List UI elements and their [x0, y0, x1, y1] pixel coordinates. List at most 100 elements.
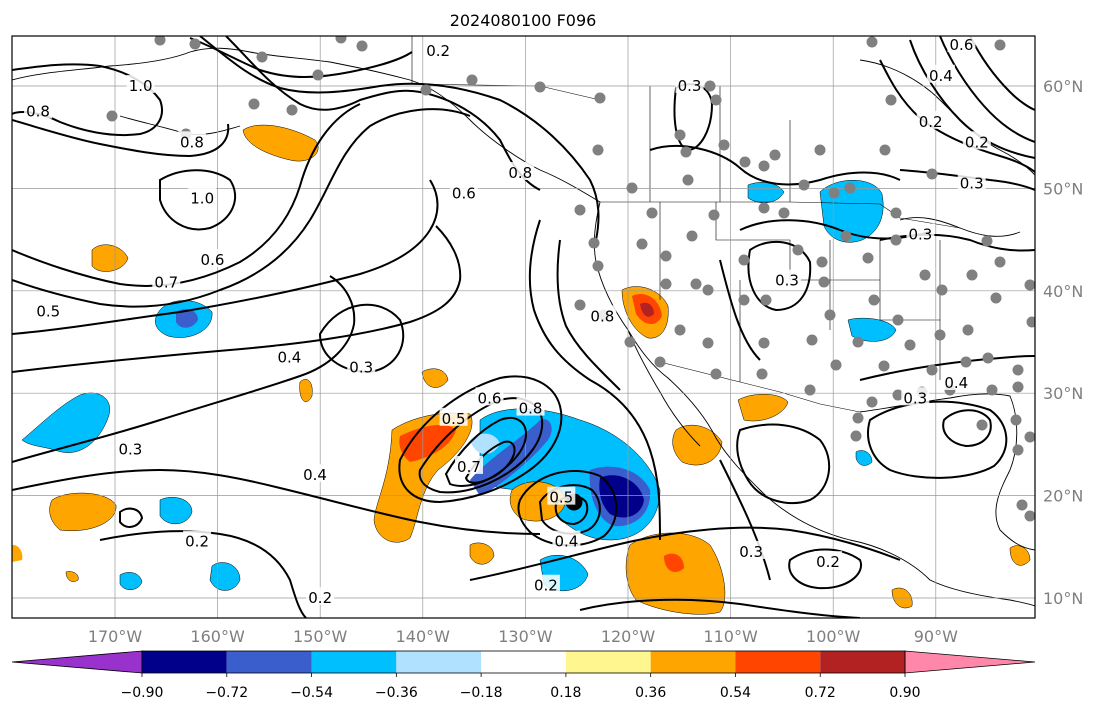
contour-label-bg: [906, 223, 935, 242]
colorbar-segment: [735, 651, 821, 673]
contour-label: 0.2: [965, 133, 989, 151]
contour-label-bg: [737, 540, 766, 559]
contour-hudson-2: [909, 39, 1035, 159]
contour-label-bg: [116, 438, 145, 457]
colorbar-tick-label: −0.36: [375, 685, 418, 701]
contour-label: 0.4: [555, 533, 579, 551]
contour-label: 0.3: [678, 77, 702, 95]
contour-label-bg: [301, 464, 330, 483]
shade-orange-1: [299, 379, 313, 402]
contour-label: 0.4: [929, 67, 953, 85]
latitude-label: 50°N: [1043, 179, 1083, 198]
coastline-baja: [627, 329, 701, 447]
contour-hudson-4: [969, 36, 1035, 111]
map-title: 2024080100 F096: [450, 11, 597, 30]
contour-trough-2: [418, 397, 544, 494]
contour-pacific-5: [12, 275, 356, 463]
contour-label: 0.2: [185, 533, 209, 551]
contour-label-bg: [152, 271, 181, 290]
contour-rockies-2: [649, 145, 901, 186]
border-us-canada: [600, 201, 961, 229]
latitude-label: 60°N: [1043, 77, 1083, 96]
contour-pacific-2: [12, 108, 471, 308]
contour-low-ring-1: [517, 469, 618, 547]
coastline-gulf: [859, 393, 1035, 551]
contour-north-america-2: [556, 239, 621, 391]
contour-label-bg: [814, 551, 843, 570]
latitude-label: 30°N: [1043, 384, 1083, 403]
contour-label: 0.3: [349, 359, 373, 377]
colorbar-segment: [142, 651, 227, 673]
contour-label-bg: [177, 131, 206, 150]
contour-label-bg: [962, 131, 991, 150]
contour-label: 0.6: [201, 251, 225, 269]
contour-label: 0.3: [775, 272, 799, 290]
colorbar-tick-label: 0.72: [805, 685, 836, 701]
shade-gulf-blue: [855, 450, 873, 466]
border-state-2: [715, 202, 791, 280]
colorbar-segment: [396, 651, 482, 673]
contour-east-3: [899, 169, 1035, 191]
contour-label: 0.2: [919, 113, 943, 131]
contour-pacific-6: [12, 468, 541, 535]
colorbar-segment: [820, 651, 905, 673]
colorbar-tick-label: 0.90: [889, 685, 920, 701]
colorbar-segment: [311, 651, 397, 673]
longitude-label: 150°W: [293, 627, 348, 646]
contour-label-bg: [675, 75, 704, 93]
contour-label-bg: [424, 40, 453, 59]
shade-mexico-orange: [672, 424, 723, 466]
contour-label-bg: [449, 182, 478, 201]
contour-label: 0.8: [180, 133, 204, 151]
contour-label-bg: [547, 486, 576, 505]
station-markers: [106, 36, 1035, 522]
contour-label: 0.2: [816, 553, 840, 571]
contour-mid-loop: [318, 303, 405, 374]
colorbar-tick-label: 0.18: [550, 685, 581, 701]
contour-label-bg: [454, 455, 483, 474]
contour-label-bg: [942, 371, 971, 390]
shade-hawaii-red: [399, 424, 456, 462]
contour-pacific-4: [12, 225, 462, 373]
longitude-label: 130°W: [498, 627, 553, 646]
contour-label: 0.6: [950, 36, 974, 54]
contour-label-bg: [947, 36, 976, 53]
contour-label-bg: [957, 172, 986, 191]
coastline-alaska: [12, 47, 601, 203]
colorbar-tick-label: −0.54: [290, 685, 333, 701]
contour-south-1: [469, 526, 901, 581]
contour-label-bg: [552, 530, 581, 549]
contour-label-bg: [926, 64, 955, 83]
contour-mexico-2: [719, 459, 771, 581]
shade-mid-pacific-blue-core: [176, 309, 198, 328]
contour-south-2: [579, 598, 861, 618]
contour-label-bg: [24, 100, 53, 119]
contour-label: 0.4: [303, 466, 327, 484]
contour-trough-1: [398, 375, 563, 504]
latitude-label: 40°N: [1043, 282, 1083, 301]
colorbar-tick-label: −0.18: [460, 685, 503, 701]
contour-great-plains-loop: [747, 241, 812, 312]
contour-label-bg: [34, 300, 63, 319]
colorbar-tick-label: −0.90: [121, 685, 164, 701]
contour-pacific-3: [12, 179, 439, 335]
contour-label-bg: [183, 530, 212, 549]
shade-west-orange: [49, 492, 117, 532]
contour-label: 0.4: [277, 348, 301, 366]
contour-alaska-1: [189, 37, 413, 78]
colorbar-tick-labels: −0.90 −0.72 −0.54 −0.36 −0.18 0.18 0.36 0.54 0.7…: [121, 673, 921, 701]
shade-mexico-orange-2: [737, 394, 789, 422]
contour-label-bg: [347, 356, 376, 375]
shade-south-orange: [625, 532, 726, 615]
contour-label-bg: [188, 187, 217, 206]
contour-label: 0.3: [118, 441, 142, 459]
shade-central-mid-blue: [470, 419, 552, 496]
contour-label-bg: [916, 110, 945, 129]
longitude-labels: 170°W 160°W 150°W 140°W 130°W 120°W 110°W 100°W…: [88, 627, 958, 646]
contour-label: 0.7: [457, 458, 481, 476]
contour-label: 0.4: [944, 374, 968, 392]
contour-label: 0.8: [508, 164, 532, 182]
longitude-label: 140°W: [396, 627, 451, 646]
contour-east-2: [879, 233, 1035, 252]
contour-label: 0.7: [154, 274, 178, 292]
